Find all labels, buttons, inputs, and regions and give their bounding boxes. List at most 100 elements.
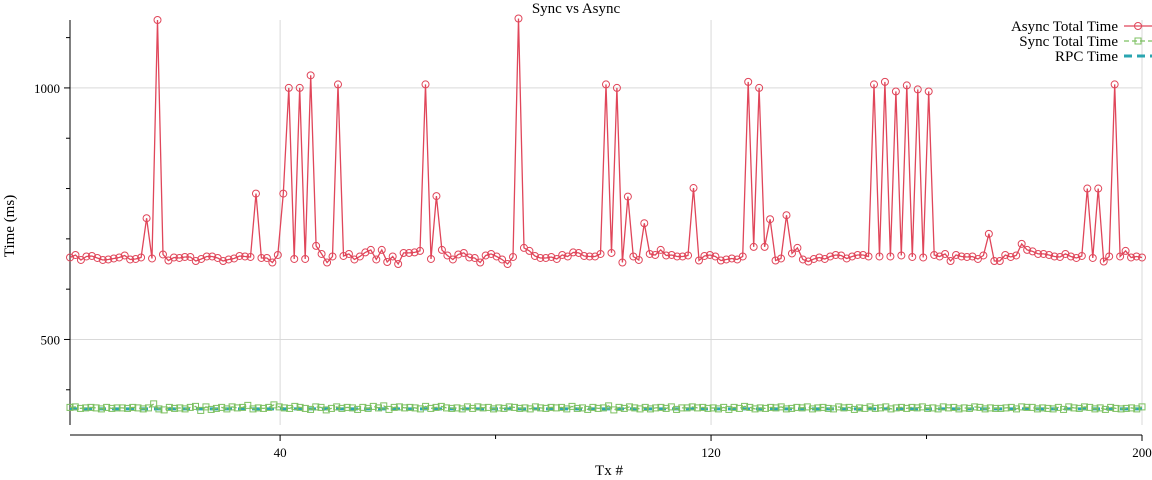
- data-point: [1138, 253, 1146, 262]
- data-point: [651, 250, 660, 259]
- data-point: [835, 403, 843, 411]
- data-point: [897, 403, 905, 411]
- data-point: [547, 252, 556, 261]
- data-point: [777, 403, 785, 411]
- data-point: [886, 252, 895, 261]
- data-point: [1039, 404, 1047, 412]
- data-point: [395, 403, 403, 411]
- data-point: [239, 403, 247, 411]
- data-point: [1132, 252, 1141, 261]
- data-point: [981, 405, 989, 413]
- data-point: [76, 404, 84, 412]
- data-point: [1054, 403, 1062, 411]
- data-point: [1117, 405, 1125, 413]
- data-point: [131, 254, 140, 263]
- data-point: [169, 253, 178, 262]
- data-point: [704, 404, 712, 412]
- data-point: [755, 83, 764, 92]
- data-point: [626, 403, 634, 411]
- data-point: [673, 405, 681, 413]
- data-point: [1088, 253, 1097, 262]
- data-point: [722, 255, 731, 264]
- data-point: [640, 219, 649, 228]
- data-point: [1023, 245, 1032, 254]
- data-point: [1006, 252, 1015, 261]
- data-point: [291, 402, 299, 410]
- data-point: [1018, 403, 1026, 411]
- data-point: [853, 250, 862, 259]
- data-point: [594, 404, 602, 412]
- data-point: [756, 404, 764, 412]
- data-point: [694, 256, 703, 265]
- data-point: [498, 255, 507, 264]
- data-point: [1049, 405, 1057, 413]
- data-point: [803, 403, 811, 411]
- data-point: [344, 249, 353, 258]
- data-point: [268, 258, 277, 267]
- data-point: [569, 248, 578, 257]
- data-point: [437, 245, 446, 254]
- data-point: [620, 404, 628, 412]
- data-point: [191, 256, 200, 265]
- data-point: [1096, 404, 1104, 412]
- data-point: [673, 252, 682, 261]
- data-point: [716, 256, 725, 265]
- data-point: [990, 256, 999, 265]
- legend-label: Async Total Time: [1011, 19, 1118, 35]
- data-point: [385, 405, 393, 413]
- data-point: [1105, 252, 1114, 261]
- data-point: [871, 404, 879, 412]
- data-point: [667, 250, 676, 259]
- data-point: [1001, 250, 1010, 259]
- data-point: [219, 256, 228, 265]
- data-point: [1034, 249, 1043, 258]
- data-point: [509, 252, 518, 261]
- data-point: [458, 405, 466, 413]
- data-point: [1028, 403, 1036, 411]
- legend-label: Sync Total Time: [1019, 34, 1118, 50]
- data-point: [787, 249, 796, 258]
- data-point: [333, 403, 341, 411]
- data-point: [148, 254, 157, 263]
- data-point: [965, 404, 973, 412]
- data-point: [552, 404, 560, 412]
- data-point: [388, 252, 397, 261]
- data-point: [997, 404, 1005, 412]
- data-point: [929, 404, 937, 412]
- data-point: [290, 254, 299, 263]
- data-point: [158, 250, 167, 259]
- legend-label: RPC Time: [1055, 49, 1118, 65]
- data-point: [104, 255, 113, 264]
- data-point: [279, 189, 288, 198]
- y-tick-label: 1000: [34, 81, 60, 96]
- data-point: [934, 405, 942, 413]
- legend-item: RPC Time: [1055, 49, 1152, 65]
- data-point: [1044, 404, 1052, 412]
- data-point: [845, 403, 853, 411]
- data-point: [207, 405, 215, 413]
- data-point: [798, 255, 807, 264]
- data-point: [634, 255, 643, 264]
- data-point: [908, 252, 917, 261]
- data-point: [82, 252, 91, 261]
- data-point: [856, 404, 864, 412]
- data-point: [1066, 252, 1075, 261]
- data-point: [751, 405, 759, 413]
- legend-marker: [1134, 22, 1142, 30]
- data-point: [286, 404, 294, 412]
- x-axis-label: Tx #: [595, 463, 623, 479]
- data-point: [364, 404, 372, 412]
- data-point: [580, 251, 589, 260]
- data-point: [469, 404, 477, 412]
- data-point: [1083, 184, 1092, 193]
- data-point: [113, 404, 121, 412]
- data-point: [301, 254, 310, 263]
- data-point: [584, 405, 592, 413]
- data-point: [208, 252, 217, 261]
- data-point: [1099, 257, 1108, 266]
- data-point: [861, 404, 869, 412]
- data-point: [426, 254, 435, 263]
- data-point: [1110, 80, 1119, 89]
- data-point: [366, 245, 375, 254]
